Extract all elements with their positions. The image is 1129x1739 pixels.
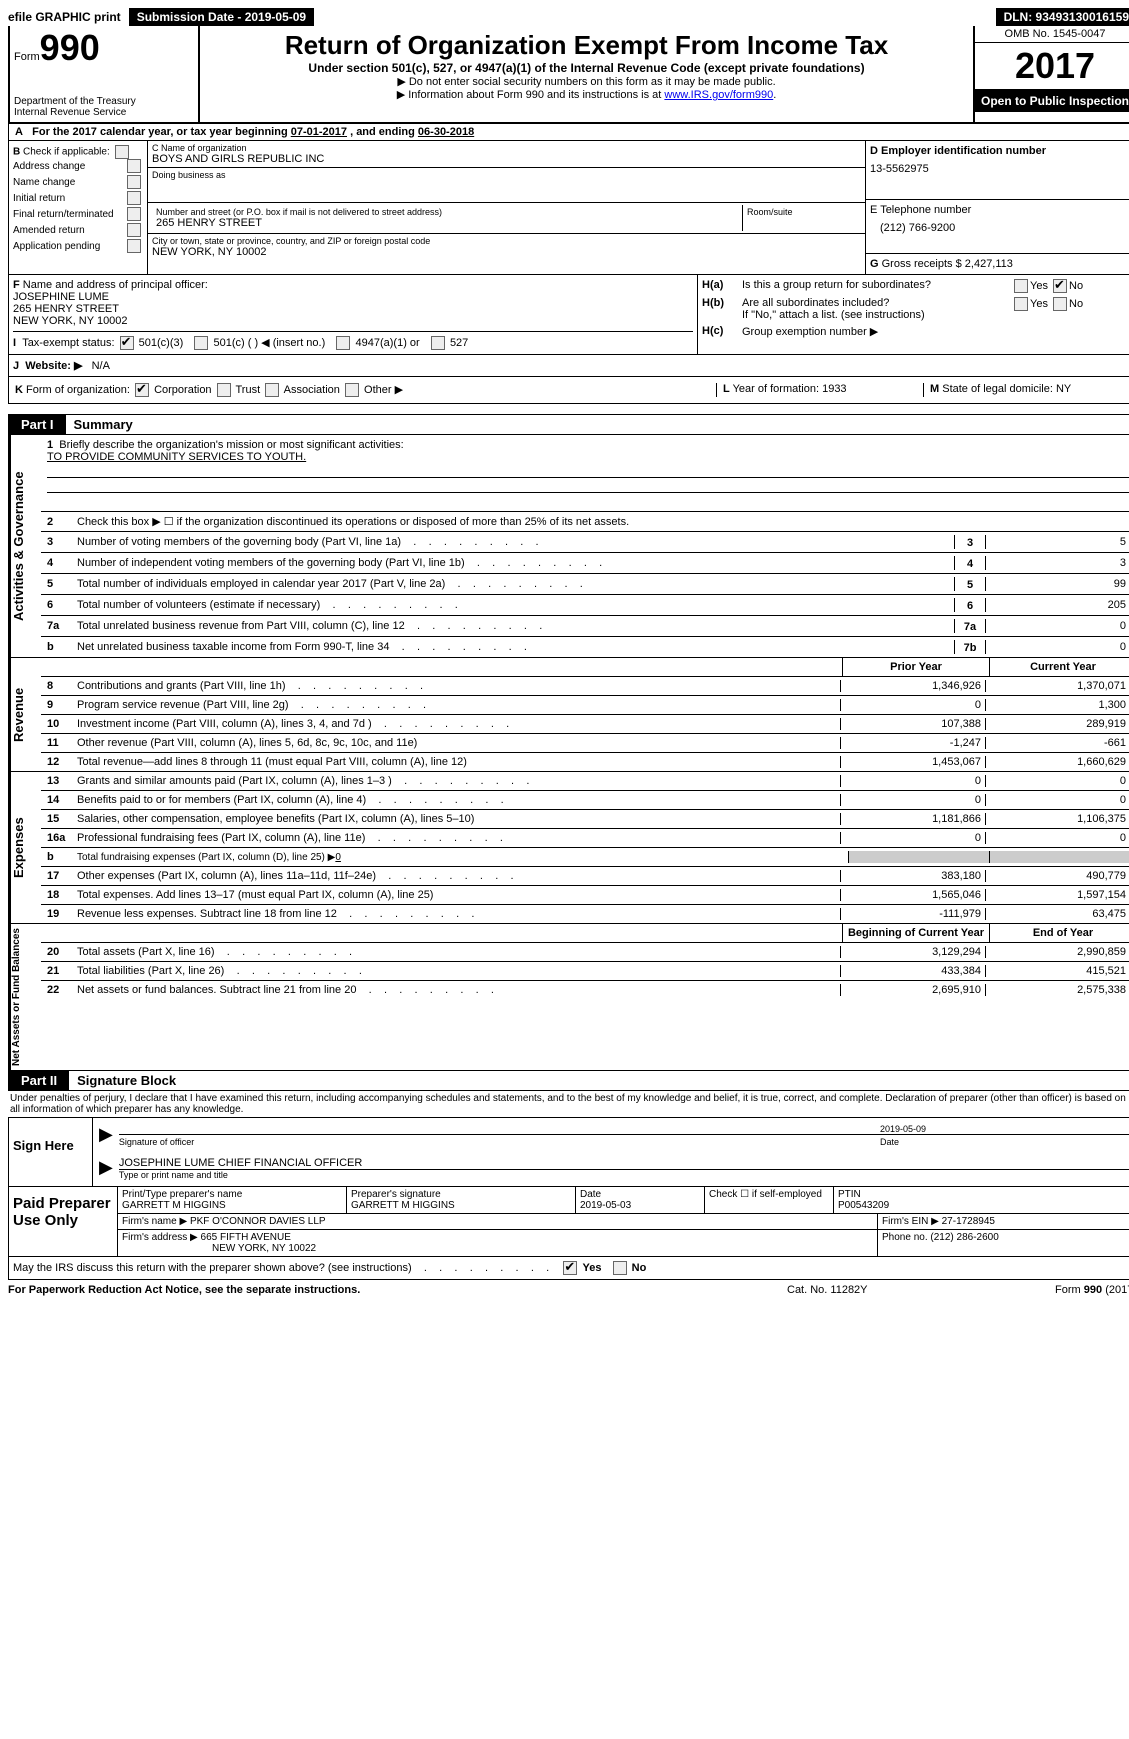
- city-box: City or town, state or province, country…: [148, 234, 865, 260]
- cb-501c3[interactable]: [120, 336, 134, 350]
- part2-header: Part II Signature Block: [8, 1071, 1129, 1091]
- irs-link[interactable]: www.IRS.gov/form990: [664, 89, 773, 101]
- cb-name-change[interactable]: [127, 175, 141, 189]
- officer-name-title: JOSEPHINE LUME CHIEF FINANCIAL OFFICER: [119, 1157, 1129, 1170]
- l7b-val: 0: [986, 641, 1129, 653]
- cb-final[interactable]: [127, 207, 141, 221]
- l3-val: 5: [986, 536, 1129, 548]
- k-row: K Form of organization: Corporation Trus…: [8, 377, 1129, 404]
- net-assets-section: Net Assets or Fund Balances Beginning of…: [8, 924, 1129, 1071]
- dba-box: Doing business as: [148, 168, 865, 203]
- irs: Internal Revenue Service: [14, 107, 194, 118]
- irs-discuss: May the IRS discuss this return with the…: [8, 1257, 1129, 1280]
- l7a-val: 0: [986, 620, 1129, 632]
- sign-section: Sign Here ▶ 2019-05-09 Signature of offi…: [8, 1117, 1129, 1187]
- tax-year-begin: 07-01-2017: [291, 126, 347, 138]
- state-domicile: NY: [1056, 383, 1071, 395]
- dln: DLN: 93493130016159: [996, 8, 1129, 26]
- cb-ha-yes[interactable]: [1014, 279, 1028, 293]
- open-to-public: Open to Public Inspection: [975, 90, 1129, 112]
- part1-header: Part I Summary: [8, 414, 1129, 435]
- top-bar: efile GRAPHIC print Submission Date - 20…: [8, 8, 1129, 26]
- cb-discuss-no[interactable]: [613, 1261, 627, 1275]
- cb-hb-no[interactable]: [1053, 297, 1067, 311]
- officer-box: F Name and address of principal officer:…: [9, 275, 698, 354]
- form-number: 990: [40, 27, 100, 68]
- penalty-text: Under penalties of perjury, I declare th…: [8, 1091, 1129, 1117]
- header-right: OMB No. 1545-0047 2017 Open to Public In…: [973, 26, 1129, 122]
- gross-receipts: 2,427,113: [965, 258, 1013, 270]
- cb-hb-yes[interactable]: [1014, 297, 1028, 311]
- year-formation: 1933: [822, 383, 846, 395]
- submission-date: Submission Date - 2019-05-09: [129, 8, 314, 26]
- cb-initial[interactable]: [127, 191, 141, 205]
- cb-pending[interactable]: [127, 239, 141, 253]
- org-name: BOYS AND GIRLS REPUBLIC INC: [152, 153, 861, 165]
- h-box: H(a) Is this a group return for subordin…: [698, 275, 1129, 354]
- city-state-zip: NEW YORK, NY 10002: [152, 246, 861, 258]
- footer: For Paperwork Reduction Act Notice, see …: [8, 1280, 1129, 1300]
- website-row: J Website: ▶ N/A: [8, 355, 1129, 377]
- mission: TO PROVIDE COMMUNITY SERVICES TO YOUTH.: [47, 451, 306, 463]
- form-subtitle: Under section 501(c), 527, or 4947(a)(1)…: [204, 61, 969, 75]
- revenue-section: Revenue Prior YearCurrent Year 8Contribu…: [8, 658, 1129, 772]
- form-note1: ▶ Do not enter social security numbers o…: [204, 75, 969, 88]
- b-checkboxes: B Check if applicable: Address change Na…: [9, 141, 148, 274]
- cb-applicable[interactable]: [115, 145, 129, 159]
- section-b: B Check if applicable: Address change Na…: [8, 141, 1129, 275]
- dept-treasury: Department of the Treasury: [14, 96, 194, 107]
- l4-val: 3: [986, 557, 1129, 569]
- ein: 13-5562975: [870, 163, 1129, 175]
- activities-governance: Activities & Governance 1 Briefly descri…: [8, 435, 1129, 658]
- form-header: Form990 Department of the Treasury Inter…: [8, 26, 1129, 124]
- cb-other[interactable]: [345, 383, 359, 397]
- efile-label: efile GRAPHIC print: [8, 10, 121, 24]
- addr-box: Number and street (or P.O. box if mail i…: [148, 203, 865, 234]
- expenses-section: Expenses 13Grants and similar amounts pa…: [8, 772, 1129, 924]
- cb-trust[interactable]: [217, 383, 231, 397]
- tax-year-end: 06-30-2018: [418, 126, 474, 138]
- cb-4947[interactable]: [336, 336, 350, 350]
- officer-name: JOSEPHINE LUME: [13, 291, 109, 303]
- cb-corp[interactable]: [135, 383, 149, 397]
- cb-527[interactable]: [431, 336, 445, 350]
- arrow-icon: ▶: [99, 1157, 113, 1180]
- form-note2: ▶ Information about Form 990 and its ins…: [204, 88, 969, 101]
- phone: (212) 766-9200: [870, 222, 1129, 234]
- cb-amended[interactable]: [127, 223, 141, 237]
- street-address: 265 HENRY STREET: [156, 217, 738, 229]
- cb-assoc[interactable]: [265, 383, 279, 397]
- form-prefix: Form: [14, 51, 40, 63]
- l6-val: 205: [986, 599, 1129, 611]
- tax-year: 2017: [975, 43, 1129, 90]
- header-left: Form990 Department of the Treasury Inter…: [10, 26, 200, 122]
- preparer-section: Paid Preparer Use Only Print/Type prepar…: [8, 1187, 1129, 1257]
- omb-number: OMB No. 1545-0047: [975, 26, 1129, 43]
- arrow-icon: ▶: [99, 1124, 113, 1147]
- l5-val: 99: [986, 578, 1129, 590]
- cb-address-change[interactable]: [127, 159, 141, 173]
- org-name-box: C Name of organization BOYS AND GIRLS RE…: [148, 141, 865, 168]
- b-mid: C Name of organization BOYS AND GIRLS RE…: [148, 141, 865, 274]
- form-title: Return of Organization Exempt From Incom…: [204, 30, 969, 61]
- cb-ha-no[interactable]: [1053, 279, 1067, 293]
- line-a: A For the 2017 calendar year, or tax yea…: [8, 124, 1129, 141]
- website: N/A: [92, 360, 110, 372]
- header-mid: Return of Organization Exempt From Incom…: [200, 26, 973, 122]
- b-right: D Employer identification number 13-5562…: [865, 141, 1129, 274]
- officer-h-row: F Name and address of principal officer:…: [8, 275, 1129, 355]
- cb-501c[interactable]: [194, 336, 208, 350]
- cb-discuss-yes[interactable]: [563, 1261, 577, 1275]
